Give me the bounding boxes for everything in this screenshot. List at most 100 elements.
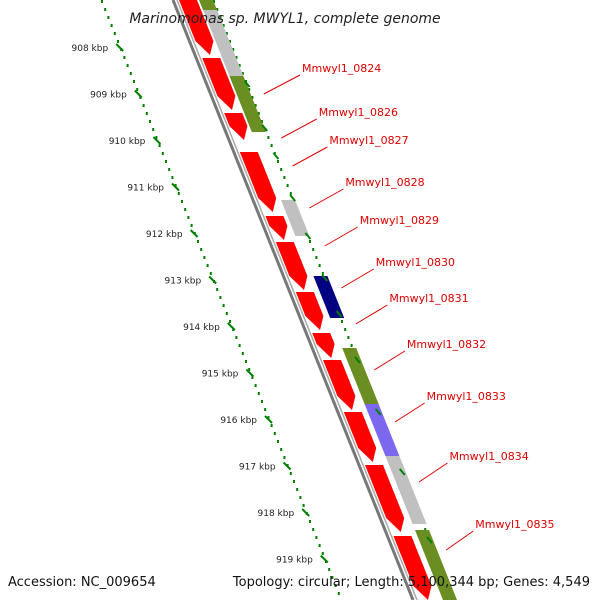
scale-dot	[248, 88, 251, 91]
gene-leader-line	[324, 226, 359, 247]
scale-dot	[126, 64, 129, 67]
scale-dot	[238, 64, 241, 67]
scale-dot	[225, 312, 228, 315]
scale-dot	[315, 256, 318, 259]
scale-dot	[225, 32, 228, 35]
gene-leader-line	[418, 462, 448, 483]
scale-dot	[184, 208, 187, 211]
scale-dot	[187, 216, 190, 219]
kbp-label: 918 kbp	[258, 509, 295, 519]
scale-dot	[123, 56, 126, 59]
scale-dot	[235, 56, 238, 59]
scale-dot	[257, 392, 260, 395]
kbp-tick	[245, 368, 255, 378]
gene-tick	[304, 232, 312, 240]
scale-dot	[149, 120, 151, 123]
scale-dot	[267, 136, 270, 139]
kbp-label: 911 kbp	[127, 184, 164, 194]
scale-dot	[235, 336, 238, 339]
gene-tick	[289, 194, 296, 202]
gene-leader-line	[309, 188, 344, 209]
gene-leader-line	[394, 402, 425, 423]
feature-block-grey	[281, 200, 310, 236]
accession-text: Accession: NC_009654	[8, 575, 156, 590]
scale-dot	[251, 96, 254, 99]
scale-dot	[117, 40, 119, 43]
scale-dot	[347, 336, 350, 339]
scale-dot	[152, 128, 155, 131]
scale-dot	[424, 528, 427, 531]
scale-dot	[229, 320, 231, 323]
scale-dot	[254, 384, 257, 387]
scale-dot	[302, 504, 305, 507]
scale-dot	[222, 24, 225, 27]
scale-dot	[318, 264, 321, 267]
kbp-tick	[171, 182, 180, 192]
scale-dot	[296, 488, 299, 491]
scale-dot	[350, 344, 353, 347]
feature-block-grey	[203, 10, 244, 76]
scale-dot	[270, 144, 273, 147]
gene-arrow	[275, 242, 308, 290]
kbp-tick	[152, 136, 162, 145]
scale-dot	[107, 16, 110, 19]
scale-dot	[341, 320, 343, 323]
gene-label: Mmwyl1_0831	[389, 292, 468, 305]
scale-dot	[312, 248, 315, 251]
gene-arrow	[179, 0, 214, 55]
scale-dot	[344, 328, 347, 331]
gene-tick	[261, 124, 268, 132]
kbp-tick	[134, 89, 143, 99]
scale-dot	[104, 8, 107, 11]
scale-dot	[206, 264, 209, 267]
scale-dot	[129, 72, 132, 75]
gene-arrow	[393, 536, 432, 600]
scale-dot	[155, 136, 158, 139]
scale-dot	[190, 224, 193, 227]
scale-dot	[257, 112, 260, 115]
kbp-label: 913 kbp	[165, 277, 202, 287]
kbp-tick	[320, 554, 329, 564]
feature-block-grey	[385, 456, 427, 524]
gene-leader-line	[292, 146, 328, 167]
gene-tick	[321, 274, 328, 282]
scale-dot	[213, 0, 215, 3]
kbp-tick	[208, 275, 217, 285]
scale-dot	[241, 72, 244, 75]
scale-dot	[165, 160, 167, 163]
scale-dot	[315, 536, 318, 539]
scale-dot	[280, 168, 283, 171]
scale-dot	[261, 400, 263, 403]
scale-dot	[273, 432, 276, 435]
gene-leader-line	[445, 530, 474, 551]
feature-block-green	[415, 530, 457, 600]
kbp-label: 916 kbp	[220, 416, 257, 426]
scale-dot	[168, 168, 171, 171]
gene-tick	[243, 80, 251, 88]
scale-dot	[289, 192, 292, 195]
scale-dot	[200, 248, 203, 251]
gene-tick	[335, 310, 343, 318]
scale-dot	[251, 376, 254, 379]
gene-arrow	[224, 113, 248, 140]
gene-leader-line	[373, 350, 406, 371]
scale-dot	[280, 448, 283, 451]
feature-track	[179, 0, 457, 600]
gene-label: Mmwyl1_0824	[302, 62, 381, 75]
kbp-label: 919 kbp	[276, 556, 313, 566]
scale-dot	[254, 104, 257, 107]
scale-dot	[216, 8, 219, 11]
feature-block-green	[199, 0, 217, 10]
scale-dot	[142, 104, 145, 107]
kbp-label: 914 kbp	[183, 323, 220, 333]
gene-arrow	[265, 216, 288, 240]
kbp-tick	[301, 508, 310, 517]
scale-dot	[174, 184, 177, 187]
genome-backbone	[171, 0, 418, 600]
kbp-label: 915 kbp	[202, 370, 239, 380]
gene-tick	[426, 536, 433, 544]
feature-block-green	[229, 76, 266, 132]
scale-dot	[270, 424, 273, 427]
kbp-label: 910 kbp	[109, 137, 146, 147]
scale-dot	[245, 360, 247, 363]
